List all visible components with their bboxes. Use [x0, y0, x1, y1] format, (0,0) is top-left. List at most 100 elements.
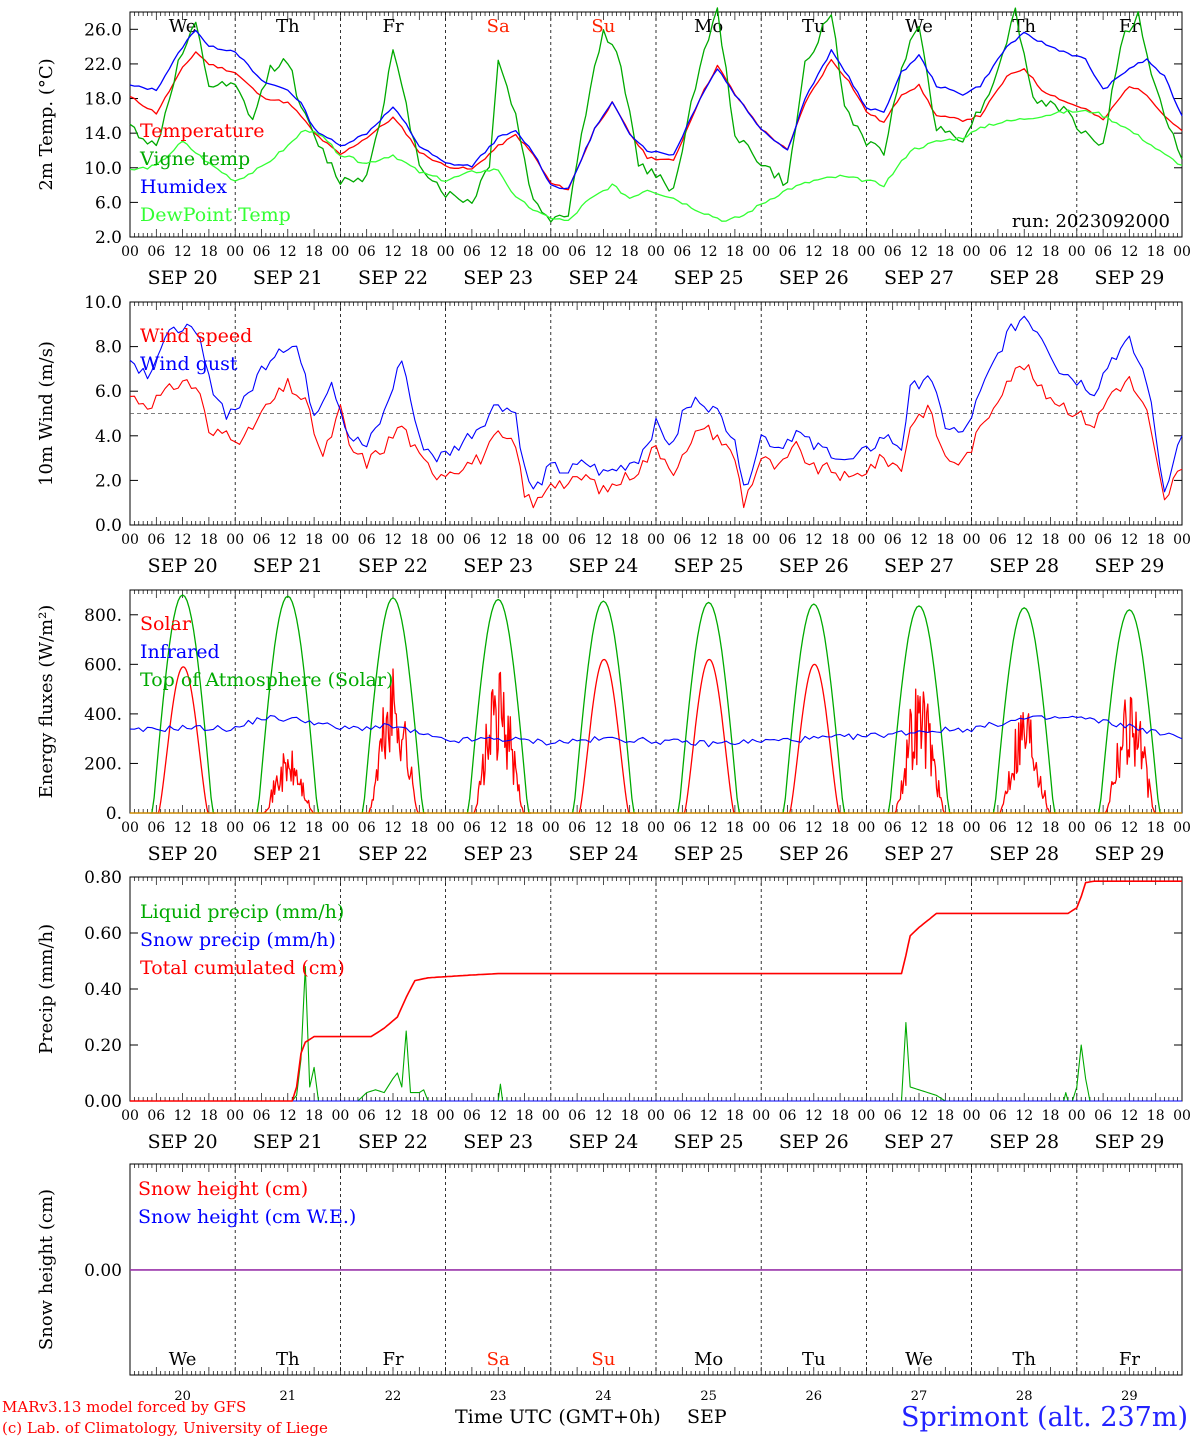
x-tick-label: 18	[516, 1108, 534, 1124]
date-label: SEP 24	[568, 843, 638, 865]
x-tick-label: 00	[647, 244, 665, 260]
x-tick-label: 18	[1042, 532, 1060, 548]
x-tick-label: 00	[121, 532, 139, 548]
toa-solar-curve	[886, 605, 952, 814]
x-tick-label: 06	[1094, 820, 1112, 836]
x-tick-label: 18	[621, 1108, 639, 1124]
date-label: SEP 22	[358, 1131, 428, 1153]
x-tick-label: 18	[516, 244, 534, 260]
x-tick-label: 12	[489, 244, 507, 260]
legend-entry: Wind speed	[140, 325, 252, 347]
x-tick-label: 06	[779, 820, 797, 836]
x-tick-label: 00	[437, 820, 455, 836]
x-tick-label: 00	[542, 1108, 560, 1124]
solar-curve	[467, 671, 532, 814]
x-tick-label: 12	[489, 1108, 507, 1124]
y-tick-label: 6.0	[95, 193, 122, 213]
x-tick-label: 00	[1068, 820, 1086, 836]
x-tick-label: 06	[989, 244, 1007, 260]
x-tick-label: 00	[752, 244, 770, 260]
x-tick-label: 00	[963, 244, 981, 260]
x-tick-label: 00	[857, 820, 875, 836]
x-tick-label: 06	[147, 820, 165, 836]
x-tick-label: 00	[1173, 1108, 1191, 1124]
x-tick-label: 06	[673, 1108, 691, 1124]
x-tick-label: 12	[174, 1108, 192, 1124]
y-tick-label: 0.80	[84, 868, 122, 888]
x-tick-label: 00	[647, 532, 665, 548]
date-label: SEP 27	[884, 555, 954, 577]
x-tick-label: 18	[305, 244, 323, 260]
x-tick-label: 06	[568, 1108, 586, 1124]
day-number: 25	[700, 1389, 717, 1404]
day-number: 27	[911, 1389, 928, 1404]
x-tick-label: 00	[331, 1108, 349, 1124]
legend-entry: Total cumulated (cm)	[140, 957, 345, 979]
credit-line-1: MARv3.13 model forced by GFS	[2, 1398, 247, 1416]
panel-2: 0.0 2.0 4.0 6.0 8.0 10.0 10m Wind (m/s) 00 06 12 1…	[36, 293, 1191, 577]
x-tick-label: 06	[463, 244, 481, 260]
x-tick-label: 00	[226, 820, 244, 836]
x-tick-label: 12	[1120, 1108, 1138, 1124]
weekday-label: Sa	[487, 1349, 510, 1370]
x-tick-label: 18	[936, 532, 954, 548]
x-tick-label: 12	[1120, 532, 1138, 548]
legend-entry: Vigne temp	[139, 148, 250, 170]
x-tick-label: 06	[253, 244, 271, 260]
date-label: SEP 25	[674, 555, 744, 577]
x-tick-label: 06	[358, 532, 376, 548]
x-tick-label: 12	[594, 532, 612, 548]
day-number: 29	[1121, 1389, 1138, 1404]
date-label: SEP 26	[779, 267, 849, 289]
x-tick-label: 18	[936, 244, 954, 260]
date-label: SEP 24	[568, 267, 638, 289]
solar-curve	[677, 658, 742, 814]
date-label: SEP 21	[253, 1131, 323, 1153]
legend-entry: Infrared	[140, 641, 220, 663]
legend-entry: Liquid precip (mm/h)	[140, 901, 344, 923]
weekday-label: Fr	[1119, 16, 1140, 37]
date-label: SEP 29	[1094, 1131, 1164, 1153]
x-tick-label: 18	[1042, 820, 1060, 836]
x-tick-label: 00	[331, 820, 349, 836]
panel-3: 0. 200. 400. 600. 800. Energy fluxes (W/m²) 00…	[36, 589, 1191, 865]
x-tick-label: 12	[805, 532, 823, 548]
x-tick-label: 00	[752, 820, 770, 836]
day-number: 28	[1016, 1389, 1033, 1404]
day-number: 21	[280, 1389, 297, 1404]
x-tick-label: 00	[857, 532, 875, 548]
x-tick-label: 12	[910, 532, 928, 548]
x-tick-label: 06	[884, 820, 902, 836]
solar-curve	[1098, 696, 1163, 814]
x-tick-label: 06	[358, 244, 376, 260]
toa-solar-curve	[570, 600, 637, 814]
x-tick-label: 06	[1094, 244, 1112, 260]
legend-entry: Humidex	[140, 176, 227, 198]
y-tick-label: 18.0	[84, 90, 122, 110]
y-tick-label: 600.	[84, 655, 122, 675]
y-tick-label: 800.	[84, 606, 122, 626]
toa-solar-curve	[991, 607, 1058, 814]
legend-entry: Snow height (cm)	[138, 1178, 308, 1200]
x-tick-label: 18	[726, 820, 744, 836]
weekday-label: Th	[276, 1349, 300, 1370]
x-tick-label: 12	[700, 244, 718, 260]
x-tick-label: 18	[831, 532, 849, 548]
weekday-label: Su	[591, 16, 615, 37]
x-tick-label: 06	[779, 1108, 797, 1124]
x-tick-label: 06	[147, 244, 165, 260]
x-tick-label: 18	[305, 820, 323, 836]
x-tick-label: 06	[779, 532, 797, 548]
x-tick-label: 00	[542, 820, 560, 836]
y-tick-label: 0.40	[84, 980, 122, 1000]
date-label: SEP 27	[884, 1131, 954, 1153]
x-tick-label: 00	[437, 244, 455, 260]
toa-solar-curve	[675, 601, 742, 814]
series-blue	[129, 29, 1183, 190]
legend-entry: Solar	[140, 613, 192, 635]
date-label: SEP 28	[989, 555, 1059, 577]
solar-curve	[151, 666, 216, 814]
date-label: SEP 24	[568, 1131, 638, 1153]
x-tick-label: 18	[726, 1108, 744, 1124]
date-label: SEP 29	[1094, 843, 1164, 865]
